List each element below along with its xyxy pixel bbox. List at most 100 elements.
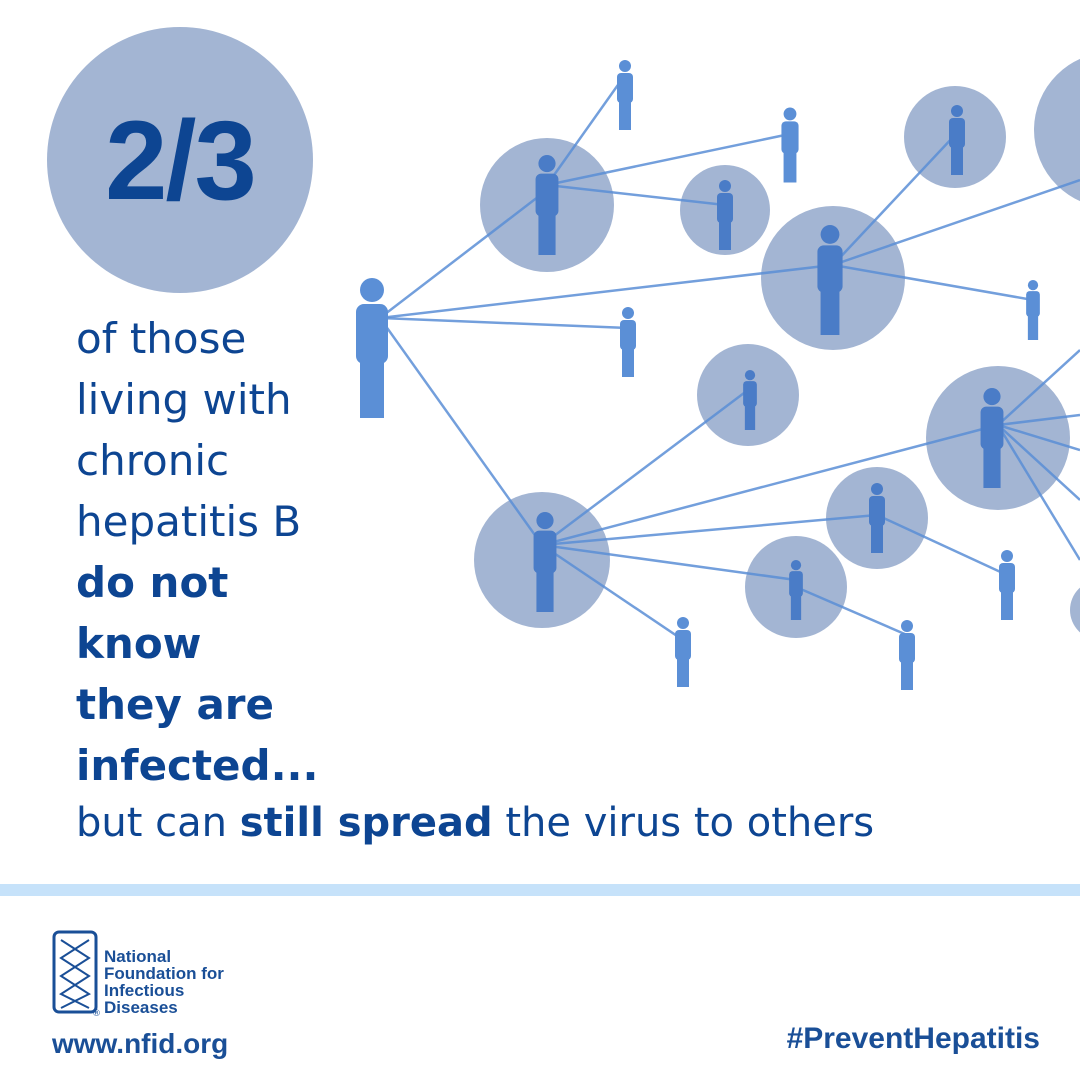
person-icon-head (790, 560, 802, 571)
tagline-pre: but can (76, 800, 240, 846)
person-icon-head (538, 155, 556, 173)
tagline: but can still spread the virus to others (76, 800, 874, 846)
org-name-line: Diseases (104, 998, 178, 1017)
person-icon-head (1001, 550, 1013, 562)
person-icon-head (901, 620, 913, 632)
connection-line (546, 133, 786, 187)
connection-line (997, 413, 1080, 427)
person-icon-head (744, 370, 756, 381)
connection-line (541, 389, 749, 546)
org-name-line: National (104, 947, 172, 966)
connection-line (378, 317, 544, 546)
connection-line (379, 263, 834, 320)
divider-stripe (0, 884, 1080, 896)
connection-line (996, 424, 1080, 561)
person-icon-legs (536, 569, 554, 612)
tagline-post: the virus to others (492, 800, 875, 846)
person-icon-legs (901, 660, 913, 690)
website-link[interactable]: www.nfid.org (52, 1028, 229, 1059)
person-icon-legs (719, 220, 731, 250)
connection-line (876, 513, 1008, 577)
body-line-bold: they are (76, 680, 275, 729)
person-icon-body (535, 173, 559, 217)
connection-line (997, 349, 1080, 426)
node-circle (1070, 587, 1080, 633)
connection-line (832, 178, 1080, 267)
body-line-bold: do not (76, 558, 229, 607)
connection-line (795, 585, 908, 637)
person-icon-head (820, 225, 840, 244)
person-icon-body (1026, 291, 1040, 317)
nfid-logo: ® National Foundation for Infectious Dis… (52, 930, 224, 1016)
connection-line (545, 74, 627, 186)
person-icon-body (356, 304, 388, 364)
person-icon-head (619, 60, 631, 72)
person-icon-body (980, 406, 1004, 450)
connection-line (997, 423, 1080, 452)
person-icon-legs (1001, 590, 1013, 620)
person-icon-head (536, 511, 554, 530)
network-illustration (356, 58, 1080, 690)
tagline-bold: still spread (239, 800, 493, 846)
connection-line (546, 183, 726, 207)
person-icon-legs (820, 287, 840, 335)
body-line: of those (76, 314, 247, 363)
person-icon-body (717, 193, 733, 223)
person-icon-body (620, 320, 636, 350)
person-icon-head (783, 107, 797, 121)
person-icon-legs (744, 404, 756, 430)
person-icon-head (951, 105, 963, 117)
body-text: of those living with chronic hepatitis B… (76, 308, 318, 796)
svg-text:®: ® (92, 1009, 100, 1016)
hashtag: #PreventHepatitis (786, 1022, 1040, 1055)
body-line-bold: infected... (76, 741, 319, 790)
person-icon-body (743, 381, 757, 407)
connection-line (541, 513, 878, 547)
connection-line (832, 263, 1034, 302)
person-icon-body (999, 563, 1015, 593)
person-icon-legs (951, 145, 963, 175)
person-icon-head (983, 388, 1001, 406)
connection-line (379, 189, 548, 319)
node-circle (1034, 58, 1080, 202)
person-icon-body (617, 73, 633, 103)
person-icon-body (817, 245, 843, 293)
body-line: chronic (76, 436, 230, 485)
body-line: living with (76, 375, 292, 424)
person-icon-head (1027, 280, 1039, 291)
person-icon-head (360, 278, 384, 302)
dna-logo-icon: ® (52, 930, 100, 1016)
person-icon-body (781, 121, 799, 154)
person-icon-head (719, 180, 731, 192)
connection-line (541, 543, 684, 642)
body-line-bold: know (76, 619, 202, 668)
person-icon-body (675, 630, 691, 660)
org-name-line: Foundation for (104, 964, 224, 983)
org-name-line: Infectious (104, 981, 185, 1000)
person-icon-legs (1027, 314, 1039, 340)
connection-line (997, 424, 1080, 501)
person-icon-body (789, 571, 803, 597)
statistic-circle: 2/3 (47, 27, 313, 293)
person-icon-legs (619, 100, 631, 130)
connection-line (379, 316, 629, 330)
person-icon-body (533, 530, 557, 574)
person-icon-legs (622, 347, 634, 377)
org-name: National Foundation for Infectious Disea… (104, 948, 224, 1016)
person-icon-legs (983, 445, 1001, 488)
body-line: hepatitis B (76, 497, 302, 546)
person-icon-legs (783, 150, 797, 183)
person-icon-legs (677, 657, 689, 687)
person-icon-head (622, 307, 634, 319)
person-icon-legs (538, 212, 556, 255)
connection-line (541, 543, 797, 582)
connection-line (832, 134, 956, 266)
person-icon-body (899, 633, 915, 663)
person-icon-head (871, 483, 883, 495)
person-icon-body (869, 496, 885, 526)
statistic-value: 2/3 (105, 97, 257, 223)
connection-line (541, 423, 999, 547)
person-icon-body (949, 118, 965, 148)
person-icon-head (677, 617, 689, 629)
person-icon-legs (790, 594, 802, 620)
